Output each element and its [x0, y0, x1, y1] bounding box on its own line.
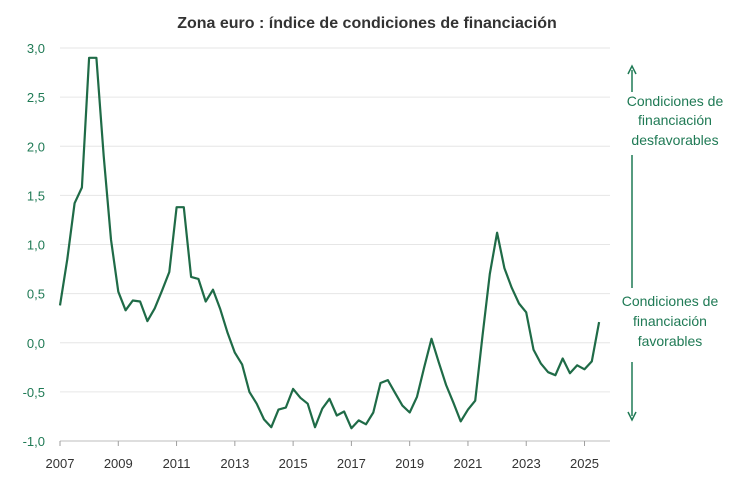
x-tick-label: 2009	[104, 456, 133, 471]
series-group	[58, 56, 601, 430]
annotation-top-line-2: financiación	[638, 112, 712, 128]
x-axis-ticks: 2007 2009 2011 2013 2015 2017 2019 2021 2023 2025	[46, 441, 599, 471]
annotation-group: Condiciones de financiación desfavorable…	[622, 64, 724, 422]
y-tick-label: -1,0	[23, 434, 45, 449]
y-tick-label: 3,0	[27, 41, 45, 56]
y-tick-label: 1,5	[27, 188, 45, 203]
x-tick-label: 2011	[163, 456, 191, 471]
grid-lines	[60, 47, 610, 442]
y-tick-label: -0,5	[23, 385, 45, 400]
x-tick-label: 2017	[337, 456, 366, 471]
x-tick-label: 2007	[46, 456, 75, 471]
annotation-bottom-line-3: favorables	[638, 333, 703, 349]
y-tick-label: 0,0	[27, 336, 45, 351]
x-tick-label: 2019	[395, 456, 424, 471]
arrow-up-icon	[627, 64, 637, 75]
x-tick-label: 2021	[453, 456, 482, 471]
y-tick-label: 2,0	[27, 139, 45, 154]
annotation-bottom-line-1: Condiciones de	[622, 293, 719, 309]
x-tick-label: 2023	[512, 456, 541, 471]
y-axis-ticks: 3,0 2,5 2,0 1,5 1,0 0,5 0,0 -0,5 -1,0	[23, 41, 45, 449]
chart-title: Zona euro : índice de condiciones de fin…	[177, 15, 557, 32]
y-tick-label: 0,5	[27, 287, 45, 302]
y-tick-label: 1,0	[27, 238, 45, 253]
y-tick-label: 2,5	[27, 90, 45, 105]
x-tick-label: 2025	[570, 456, 599, 471]
x-tick-label: 2015	[279, 456, 308, 471]
arrow-down-icon	[627, 411, 637, 422]
annotation-top-line-3: desfavorables	[631, 132, 718, 148]
annotation-top-line-1: Condiciones de	[627, 93, 724, 109]
annotation-bottom-line-2: financiación	[633, 313, 707, 329]
x-tick-label: 2013	[220, 456, 249, 471]
series-line	[58, 56, 601, 430]
